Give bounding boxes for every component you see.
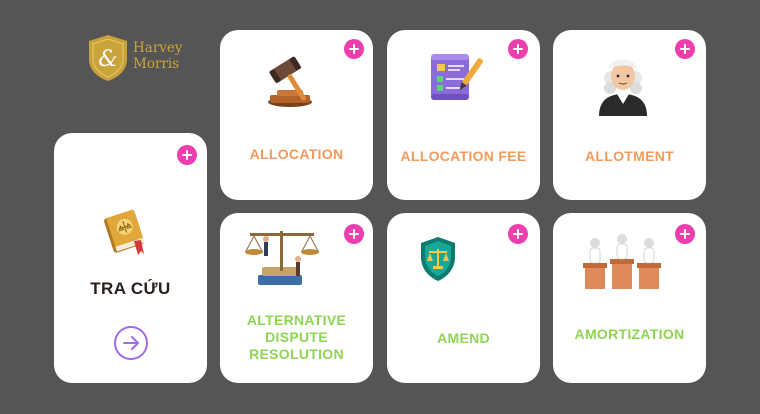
brand-name-line1: Harvey: [133, 40, 183, 56]
law-book-icon: [104, 209, 145, 255]
courtroom-icon: [583, 234, 661, 289]
shield-logo-icon: &: [89, 35, 127, 81]
brand-name: Harvey Morris: [133, 40, 183, 72]
term-label: ALLOCATION FEE: [400, 148, 527, 164]
scales-of-justice-icon: [245, 231, 319, 285]
term-label-line: RESOLUTION: [249, 346, 344, 362]
term-label-line: DISPUTE: [265, 329, 328, 345]
plus-icon[interactable]: [508, 39, 528, 59]
plus-icon[interactable]: [675, 224, 695, 244]
brand-logo: & Harvey Morris: [86, 33, 196, 85]
judge-icon: [599, 59, 647, 116]
search-card-title: TRA CỨU: [90, 279, 171, 298]
brand-name-line2: Morris: [133, 56, 180, 72]
term-label: AMORTIZATION: [574, 326, 685, 342]
contract-scroll-icon: [431, 54, 483, 100]
plus-icon[interactable]: [344, 39, 364, 59]
term-card-allotment[interactable]: ALLOTMENT: [553, 30, 706, 200]
plus-icon[interactable]: [508, 224, 528, 244]
arrow-right-circle-icon[interactable]: [114, 326, 148, 360]
term-label-line: ALTERNATIVE: [246, 312, 347, 328]
term-card-allocation-fee[interactable]: ALLOCATION FEE: [387, 30, 540, 200]
term-card-alternative-dispute-resolution[interactable]: ALTERNATIVE DISPUTE RESOLUTION: [220, 213, 373, 383]
term-label: AMEND: [437, 330, 490, 346]
term-card-allocation[interactable]: ALLOCATION: [220, 30, 373, 200]
term-label: ALLOCATION: [249, 146, 344, 162]
search-card[interactable]: TRA CỨU: [54, 133, 207, 383]
svg-text:&: &: [98, 47, 118, 72]
gavel-icon: [268, 56, 312, 107]
plus-icon[interactable]: [177, 145, 197, 165]
justice-shield-icon: [421, 237, 455, 281]
plus-icon[interactable]: [675, 39, 695, 59]
term-label: ALLOTMENT: [584, 148, 675, 164]
term-card-amend[interactable]: AMEND: [387, 213, 540, 383]
term-card-amortization[interactable]: AMORTIZATION: [553, 213, 706, 383]
term-label-multiline: ALTERNATIVE DISPUTE RESOLUTION: [220, 312, 373, 363]
plus-icon[interactable]: [344, 224, 364, 244]
